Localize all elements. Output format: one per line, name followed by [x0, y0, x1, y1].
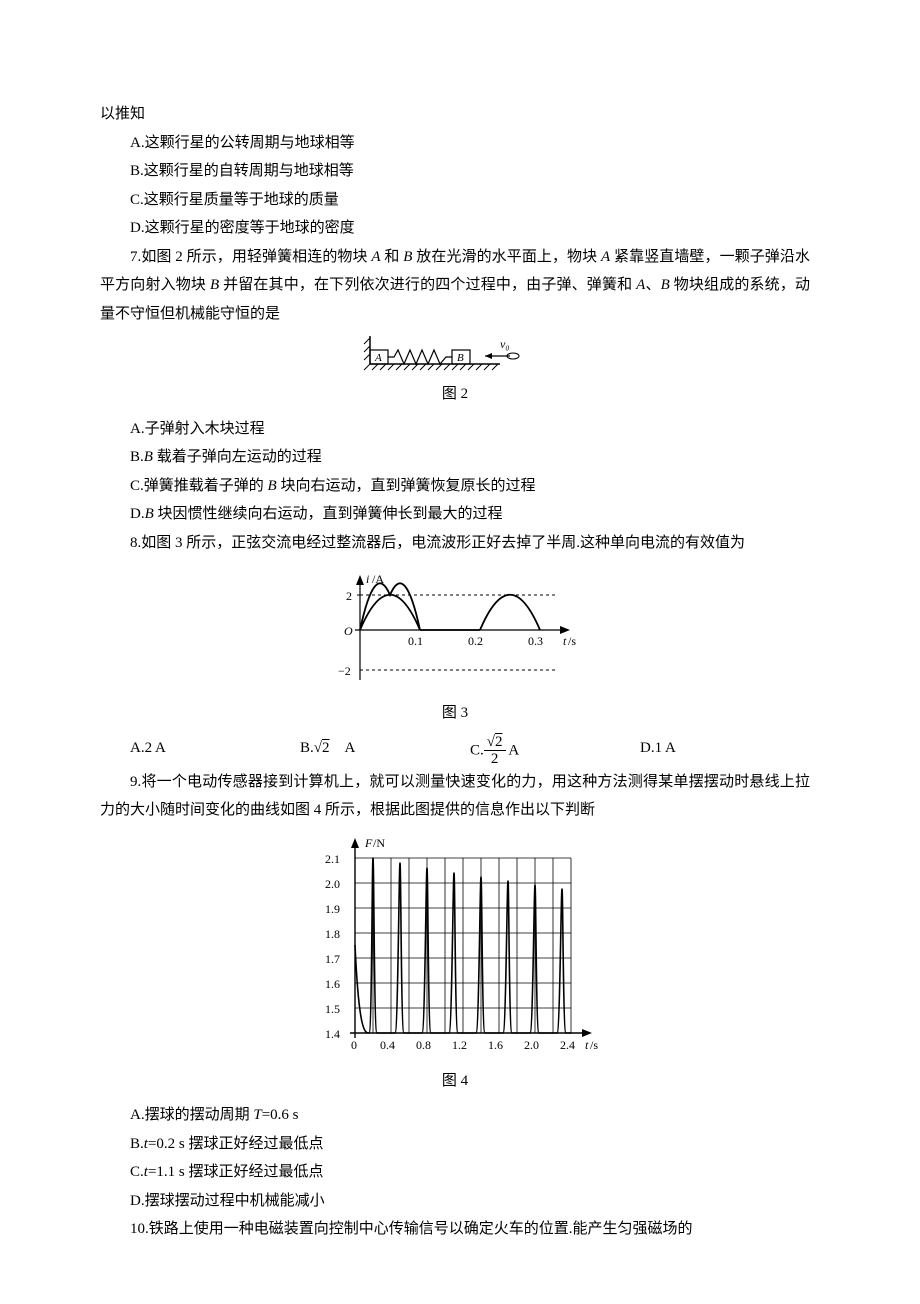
- q6-intro: 以推知: [100, 100, 810, 129]
- svg-text:/N: /N: [373, 836, 385, 850]
- svg-text:0.3: 0.3: [528, 634, 543, 648]
- svg-text:1.6: 1.6: [488, 1038, 503, 1052]
- svg-text:0.8: 0.8: [416, 1038, 431, 1052]
- q8-option-d: D.1 A: [640, 734, 810, 768]
- q8-option-a: A.2 A: [130, 734, 300, 768]
- svg-text:1.4: 1.4: [325, 1027, 340, 1041]
- svg-text:2.0: 2.0: [325, 877, 340, 891]
- q6-option-b: B.这颗行星的自转周期与地球相等: [100, 157, 810, 186]
- q8-option-b: B.√2 A: [300, 734, 470, 768]
- figure-2: A B v₀: [100, 336, 810, 376]
- svg-text:0.2: 0.2: [468, 634, 483, 648]
- svg-text:0.1: 0.1: [408, 634, 423, 648]
- q9-option-a: A.摆球的摆动周期 T=0.6 s: [100, 1101, 810, 1130]
- svg-text:1.7: 1.7: [325, 952, 340, 966]
- figure-4-caption: 图 4: [100, 1067, 810, 1096]
- q9-option-b: B.t=0.2 s 摆球正好经过最低点: [100, 1130, 810, 1159]
- q8-options: A.2 A B.√2 A C.√22 A D.1 A: [130, 734, 810, 768]
- svg-text:t: t: [563, 634, 567, 648]
- figure-2-caption: 图 2: [100, 380, 810, 409]
- svg-text:2.1: 2.1: [325, 852, 340, 866]
- q8-stem: 8.如图 3 所示，正弦交流电经过整流器后，电流波形正好去掉了半周.这种单向电流…: [100, 529, 810, 558]
- v0-label: v₀: [500, 337, 510, 351]
- svg-text:O: O: [344, 624, 353, 638]
- svg-text:1.6: 1.6: [325, 977, 340, 991]
- q9-option-d: D.摆球摆动过程中机械能减小: [100, 1187, 810, 1216]
- q8-option-c: C.√22 A: [470, 734, 640, 768]
- svg-text:F: F: [364, 836, 373, 850]
- svg-text:1.2: 1.2: [452, 1038, 467, 1052]
- figure-4: F /N t /s 2.1 2.0 1.9 1.8 1.7 1.6 1.5 1.…: [100, 833, 810, 1063]
- q6-option-a: A.这颗行星的公转周期与地球相等: [100, 129, 810, 158]
- q7-option-b: B.B 载着子弹向左运动的过程: [100, 443, 810, 472]
- q7-option-a: A.子弹射入木块过程: [100, 415, 810, 444]
- svg-text:/s: /s: [590, 1038, 598, 1052]
- svg-text:t: t: [585, 1038, 589, 1052]
- q7-stem: 7.如图 2 所示，用轻弹簧相连的物块 A 和 B 放在光滑的水平面上，物块 A…: [100, 243, 810, 329]
- svg-text:1.5: 1.5: [325, 1002, 340, 1016]
- svg-text:1.9: 1.9: [325, 902, 340, 916]
- figure-3-caption: 图 3: [100, 699, 810, 728]
- svg-text:2.4: 2.4: [560, 1038, 575, 1052]
- q10-stem: 10.铁路上使用一种电磁装置向控制中心传输信号以确定火车的位置.能产生匀强磁场的: [100, 1215, 810, 1244]
- q6-option-d: D.这颗行星的密度等于地球的密度: [100, 214, 810, 243]
- block-b-label: B: [457, 352, 464, 364]
- svg-text:i: i: [366, 572, 369, 586]
- q7-option-d: D.B 块因惯性继续向右运动，直到弹簧伸长到最大的过程: [100, 500, 810, 529]
- svg-text:−2: −2: [338, 664, 351, 678]
- q7-option-c: C.弹簧推载着子弹的 B 块向右运动，直到弹簧恢复原长的过程: [100, 472, 810, 501]
- svg-text:0: 0: [351, 1038, 357, 1052]
- svg-text:2: 2: [346, 589, 352, 603]
- svg-text:1.8: 1.8: [325, 927, 340, 941]
- svg-text:/s: /s: [568, 634, 576, 648]
- block-a-label: A: [374, 352, 382, 364]
- svg-text:0.4: 0.4: [380, 1038, 395, 1052]
- q9-stem: 9.将一个电动传感器接到计算机上，就可以测量快速变化的力，用这种方法测得某单摆摆…: [100, 768, 810, 825]
- q9-option-c: C.t=1.1 s 摆球正好经过最低点: [100, 1158, 810, 1187]
- q6-option-c: C.这颗行星质量等于地球的质量: [100, 186, 810, 215]
- figure-3: i /A t /s 2 O −2 0.1 0.2 0.3: [100, 565, 810, 695]
- svg-text:2.0: 2.0: [524, 1038, 539, 1052]
